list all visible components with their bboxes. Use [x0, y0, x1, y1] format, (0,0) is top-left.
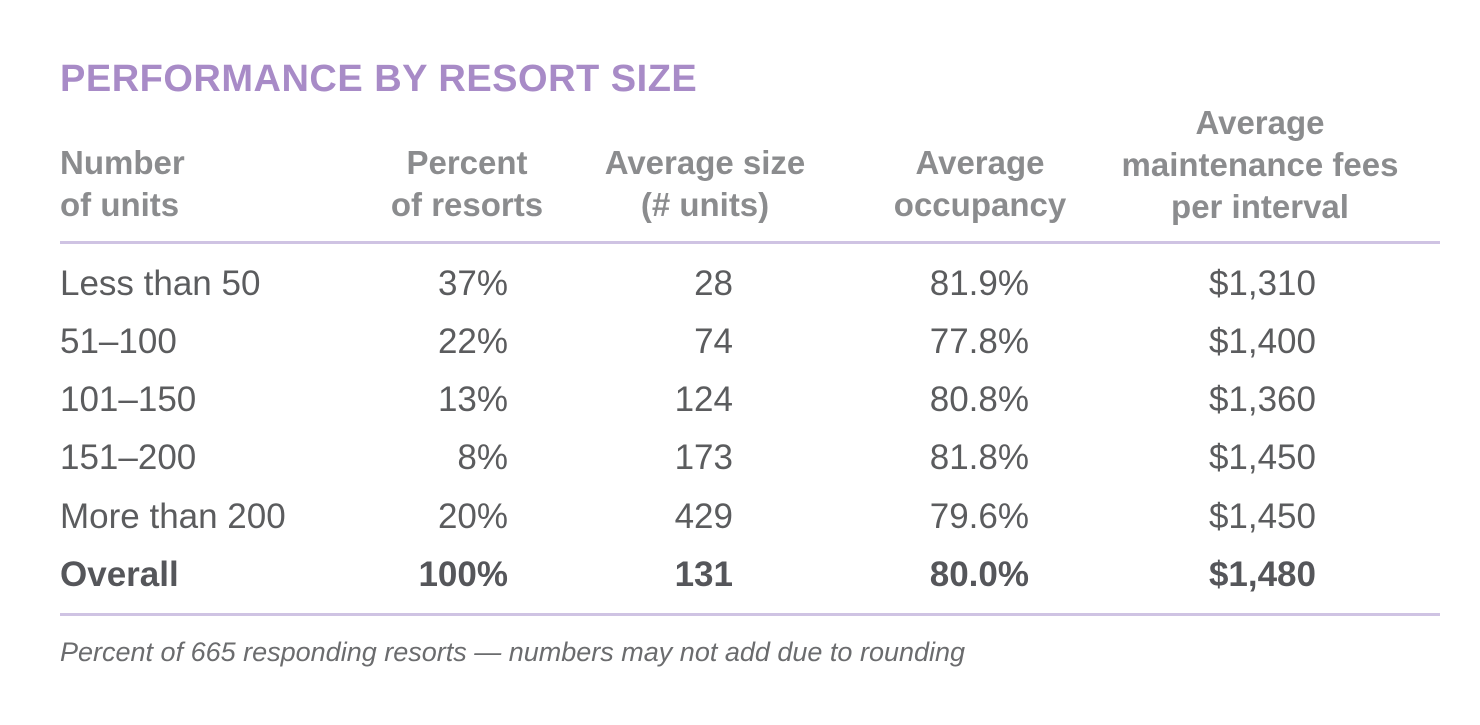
footnote: Percent of 665 responding resorts — numb… [60, 637, 966, 667]
header-average-occupancy: Average occupancy [893, 144, 1067, 223]
footer-rule [60, 613, 1440, 616]
table-cell: $1,360 [1208, 380, 1316, 419]
table-title: PERFORMANCE BY RESORT SIZE [60, 58, 698, 100]
table-cell: 13% [437, 380, 508, 419]
table-cell: 22% [437, 322, 508, 361]
header-rule [60, 241, 1440, 244]
table-cell: 101–150 [60, 380, 197, 419]
header-number-of-units: Number of units [60, 144, 185, 223]
table-cell: 77.8% [929, 322, 1029, 361]
table-cell: $1,400 [1208, 322, 1316, 361]
table-cell: 81.8% [929, 438, 1029, 477]
table-cell: $1,480 [1208, 555, 1316, 594]
table-cell: $1,450 [1208, 438, 1316, 477]
table-cell: 74 [694, 322, 733, 361]
table-cell: Overall [60, 555, 179, 594]
table-cell: 151–200 [60, 438, 197, 477]
table-cell: More than 200 [60, 497, 286, 536]
table-cell: 100% [418, 555, 508, 594]
header-average-maintenance-fees: Average maintenance fees per interval [1121, 104, 1399, 225]
table-cell: $1,450 [1208, 497, 1316, 536]
table-cell: 131 [674, 555, 733, 594]
table-cell: 80.8% [929, 380, 1029, 419]
table-cell: 81.9% [929, 264, 1029, 303]
table-cell: 124 [674, 380, 733, 419]
table-cell: 37% [437, 264, 508, 303]
table-cell: 173 [674, 438, 733, 477]
table-cell: 20% [437, 497, 508, 536]
header-average-size: Average size (# units) [604, 144, 806, 223]
table-cell: 51–100 [60, 322, 177, 361]
table-cell: 429 [674, 497, 733, 536]
table-cell: 28 [694, 264, 733, 303]
table-cell: 8% [457, 438, 508, 477]
table-cell: Less than 50 [60, 264, 261, 303]
table-cell: 80.0% [929, 555, 1029, 594]
table-cell: 79.6% [929, 497, 1029, 536]
header-percent-of-resorts: Percent of resorts [390, 144, 544, 223]
table-cell: $1,310 [1208, 264, 1316, 303]
